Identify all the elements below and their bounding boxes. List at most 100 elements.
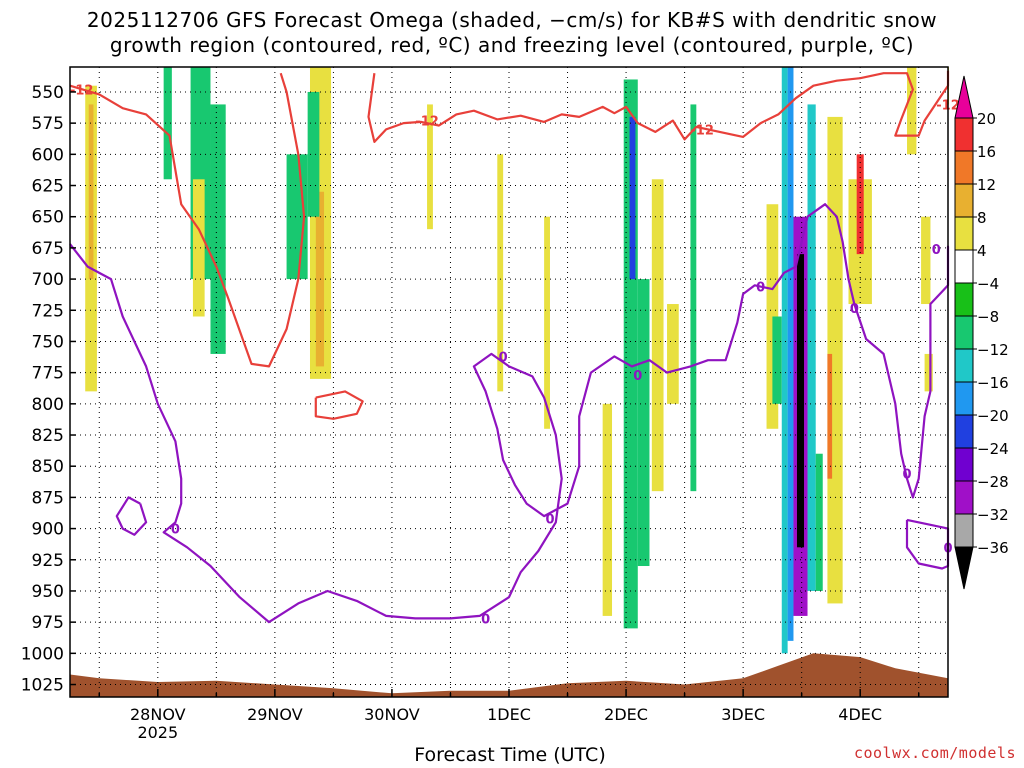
colorbar-segment bbox=[955, 448, 973, 481]
chart-canvas: -12-12-12-12 0000000000 5505756006256506… bbox=[0, 0, 1024, 768]
snow-growth-contour-line bbox=[369, 71, 949, 142]
omega-cell bbox=[603, 404, 612, 616]
colorbar-label: 20 bbox=[977, 110, 996, 128]
credit-text: coolwx.com/models bbox=[854, 744, 1016, 762]
y-tick-label: 700 bbox=[32, 270, 64, 290]
snow-growth-contour-label: -12 bbox=[70, 83, 94, 98]
omega-cell bbox=[788, 67, 794, 641]
omega-cell bbox=[193, 179, 205, 316]
colorbar-segment bbox=[955, 217, 973, 250]
omega-cell bbox=[667, 304, 679, 404]
colorbar-label: 4 bbox=[977, 242, 987, 260]
colorbar-label: −20 bbox=[977, 407, 1009, 425]
y-tick-label: 650 bbox=[32, 208, 64, 228]
colorbar-label: −12 bbox=[977, 341, 1009, 359]
freezing-level-contour-label: 0 bbox=[171, 523, 180, 538]
y-tick-label: 900 bbox=[32, 520, 64, 540]
y-tick-label: 675 bbox=[32, 239, 64, 259]
x-tick-label: 4DEC bbox=[838, 705, 882, 724]
omega-cell bbox=[808, 104, 816, 591]
colorbar-label: −4 bbox=[977, 275, 999, 293]
y-tick-label: 975 bbox=[32, 613, 64, 633]
freezing-level-contour-label: 0 bbox=[481, 612, 490, 627]
colorbar-segment bbox=[955, 349, 973, 382]
colorbar-label: −24 bbox=[977, 440, 1009, 458]
y-tick-label: 600 bbox=[32, 145, 64, 165]
y-tick-label: 800 bbox=[32, 395, 64, 415]
y-tick-label: 775 bbox=[32, 364, 64, 384]
x-tick-label: 2DEC bbox=[604, 705, 648, 724]
x-tick-label: 28NOV bbox=[130, 705, 186, 724]
freezing-level-contour-line bbox=[117, 497, 146, 534]
x-tick-sublabel: 2025 bbox=[137, 723, 178, 742]
omega-cell bbox=[210, 104, 225, 354]
omega-cell bbox=[827, 354, 832, 479]
y-tick-label: 925 bbox=[32, 551, 64, 571]
colorbar-segment bbox=[955, 184, 973, 217]
freezing-level-contour-label: 0 bbox=[932, 243, 941, 258]
freezing-level-contour-label: 0 bbox=[633, 369, 642, 384]
y-tick-label: 850 bbox=[32, 457, 64, 477]
x-tick-label: 29NOV bbox=[247, 705, 303, 724]
omega-cell bbox=[630, 117, 636, 279]
freezing-level-contour-label: 0 bbox=[850, 302, 859, 317]
freezing-level-contour-label: 0 bbox=[903, 468, 912, 483]
snow-growth-contour-label: -12 bbox=[415, 115, 439, 130]
x-axis-title: Forecast Time (UTC) bbox=[360, 744, 660, 766]
omega-cell bbox=[652, 179, 664, 491]
y-tick-label: 725 bbox=[32, 301, 64, 321]
freezing-level-contour-line bbox=[907, 520, 948, 569]
colorbar-label: −32 bbox=[977, 506, 1009, 524]
omega-cell bbox=[316, 192, 324, 367]
y-tick-label: 875 bbox=[32, 488, 64, 508]
y-tick-label: 950 bbox=[32, 582, 64, 602]
colorbar-segment bbox=[955, 283, 973, 316]
x-tick-label: 30NOV bbox=[364, 705, 420, 724]
colorbar-segment bbox=[955, 250, 973, 283]
y-tick-label: 575 bbox=[32, 114, 64, 134]
colorbar-label: −36 bbox=[977, 539, 1009, 557]
y-tick-label: 550 bbox=[32, 83, 64, 103]
y-tick-label: 1025 bbox=[21, 676, 64, 696]
colorbar-segment bbox=[955, 118, 973, 151]
colorbar-segment bbox=[955, 382, 973, 415]
y-tick-label: 625 bbox=[32, 177, 64, 197]
omega-cell bbox=[89, 104, 94, 279]
omega-cell bbox=[782, 67, 788, 653]
colorbar-segment bbox=[955, 415, 973, 448]
colorbar-label: 16 bbox=[977, 143, 996, 161]
y-tick-label: 750 bbox=[32, 332, 64, 352]
colorbar-segment bbox=[955, 151, 973, 184]
omega-cell bbox=[690, 104, 696, 491]
freezing-level-contour-label: 0 bbox=[499, 350, 508, 365]
omega-shading-layer bbox=[85, 67, 949, 653]
omega-cell bbox=[797, 254, 804, 547]
snow-growth-contour-line bbox=[70, 73, 304, 366]
y-tick-label: 825 bbox=[32, 426, 64, 446]
colorbar: 20 16 12 8 4 −4 −8 −12 −16 −20 −24 −28 −32 −36 bbox=[955, 76, 1009, 589]
omega-cell bbox=[921, 217, 930, 304]
freezing-level-contour-label: 0 bbox=[756, 281, 765, 296]
snow-growth-contour-line bbox=[316, 391, 363, 418]
snow-growth-contour-label: -12 bbox=[690, 123, 714, 138]
colorbar-segment bbox=[955, 481, 973, 514]
y-tick-label: 1000 bbox=[21, 644, 64, 664]
x-tick-label: 1DEC bbox=[487, 705, 531, 724]
omega-cell bbox=[308, 92, 320, 217]
colorbar-label: −28 bbox=[977, 473, 1009, 491]
omega-cell bbox=[816, 454, 823, 591]
colorbar-label: −16 bbox=[977, 374, 1009, 392]
x-tick-label: 3DEC bbox=[721, 705, 765, 724]
y-axis: 550 575 600 625 650 675 700 725 750 775 800 825 850 8… bbox=[21, 83, 76, 696]
freezing-level-contour-label: 0 bbox=[545, 513, 554, 528]
colorbar-segment bbox=[955, 316, 973, 349]
colorbar-label: −8 bbox=[977, 308, 999, 326]
colorbar-top-arrow bbox=[955, 76, 973, 118]
omega-cell bbox=[857, 154, 864, 254]
colorbar-segment bbox=[955, 514, 973, 547]
omega-cell bbox=[638, 279, 650, 566]
omega-cell bbox=[772, 317, 781, 404]
colorbar-label: 8 bbox=[977, 209, 987, 227]
colorbar-label: 12 bbox=[977, 176, 996, 194]
colorbar-bottom-arrow bbox=[955, 547, 973, 589]
